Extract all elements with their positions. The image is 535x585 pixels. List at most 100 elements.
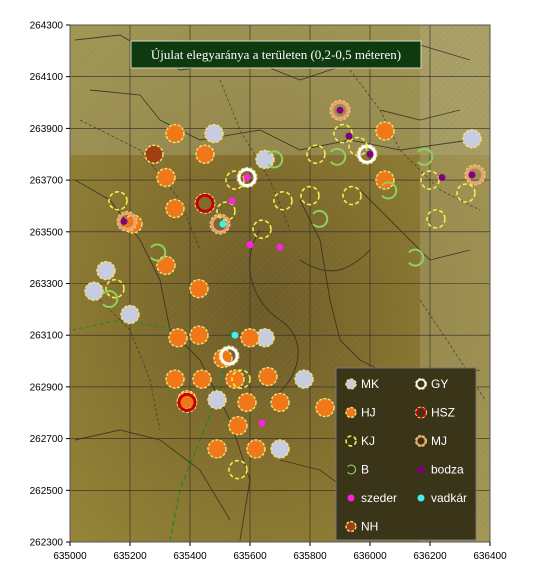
point-gy	[236, 167, 258, 188]
point-vadk-r	[231, 331, 239, 339]
point-bodza	[468, 171, 476, 179]
legend-marker-hsz-outline	[415, 406, 427, 419]
point-bodza	[438, 174, 446, 182]
point-kj	[105, 278, 125, 299]
point-bodza-shape	[468, 171, 476, 179]
point-kj-shape	[231, 369, 251, 389]
point-b-shape	[408, 248, 425, 267]
point-mk	[255, 149, 275, 170]
legend-label-hsz: HSZ	[431, 406, 455, 420]
point-hj-shape	[168, 328, 188, 348]
point-vadk-r-shape	[219, 220, 227, 228]
point-gy-outline	[218, 345, 240, 367]
point-hj-shape	[165, 369, 185, 389]
legend-marker-vadk-r-shape	[417, 494, 425, 502]
point-hj-shape	[156, 167, 176, 188]
point-hsz-shape	[177, 392, 197, 412]
point-gy	[218, 345, 240, 367]
y-tick-label: 262900	[30, 382, 64, 393]
point-hj	[165, 123, 185, 144]
x-tick-label: 635200	[113, 551, 147, 562]
point-hj	[246, 439, 266, 459]
point-b-shape	[312, 209, 329, 228]
legend-marker-kj	[345, 435, 357, 447]
point-kj	[348, 136, 368, 157]
x-tick-label: 636400	[473, 551, 507, 562]
point-mk	[462, 129, 482, 149]
point-hj-shape	[258, 366, 278, 387]
point-kj	[426, 209, 446, 229]
point-kj-shape	[306, 144, 326, 165]
legend-label-nh: NH	[361, 520, 378, 534]
point-kj-shape	[252, 219, 272, 240]
point-mk	[207, 390, 227, 410]
point-mj-shape	[465, 165, 485, 185]
y-tick-label: 264100	[30, 72, 64, 83]
point-bodza-shape	[366, 150, 374, 158]
point-mk	[120, 304, 140, 325]
point-kj	[342, 185, 362, 206]
point-hj-shape	[270, 392, 290, 413]
point-mk	[270, 439, 290, 459]
point-mk-shape	[84, 281, 104, 301]
point-vadk-r	[219, 220, 227, 228]
point-b	[417, 147, 434, 166]
legend: MK GY HJ HSZ KJ MJ B bodza szeder vadkár NH	[335, 367, 477, 541]
point-hj	[270, 392, 290, 413]
point-mk-shape	[255, 149, 275, 170]
point-szeder-shape	[276, 243, 284, 251]
point-kj-shape	[333, 123, 353, 144]
point-kj	[108, 190, 128, 211]
point-bodza-shape	[345, 132, 353, 140]
point-kj	[225, 170, 245, 190]
point-bodza	[120, 217, 128, 225]
point-gy-shape	[237, 168, 257, 188]
point-kj	[231, 369, 251, 389]
point-hj	[228, 415, 248, 436]
point-mj	[209, 213, 231, 235]
point-kj-shape	[456, 183, 476, 203]
legend-marker-gy	[415, 378, 427, 390]
y-tick-label: 263500	[30, 227, 64, 238]
point-b-shape	[381, 181, 398, 200]
point-szeder	[228, 197, 236, 205]
point-hj	[237, 392, 257, 413]
legend-marker-bodza	[417, 466, 425, 473]
point-szeder-shape	[258, 419, 266, 427]
point-b	[381, 181, 398, 200]
point-mj-shape	[330, 100, 350, 120]
legend-label-mk: MK	[361, 377, 379, 391]
x-tick-label: 635600	[233, 551, 267, 562]
point-mk-shape	[270, 439, 290, 459]
point-hj	[195, 144, 215, 164]
y-tick-label: 262500	[30, 486, 64, 497]
point-gy-outline	[236, 167, 258, 188]
point-hj	[192, 369, 212, 389]
legend-label-bodza: bodza	[431, 463, 464, 477]
y-tick-label: 263100	[30, 331, 64, 342]
point-kj-shape	[216, 201, 236, 221]
point-bodza	[345, 132, 353, 140]
legend-marker-gy-shape	[415, 378, 427, 390]
point-b	[408, 248, 425, 267]
point-hsz	[176, 391, 198, 413]
point-hsz-outline	[194, 192, 216, 214]
point-mj-outline	[464, 164, 486, 186]
point-b-shape	[330, 147, 347, 166]
point-hj-shape	[315, 397, 335, 418]
point-hj-shape	[189, 325, 209, 345]
point-hj	[258, 366, 278, 387]
x-tick-label: 635800	[293, 551, 327, 562]
point-bodza-shape	[336, 106, 344, 114]
legend-label-vadk-r: vadkár	[431, 491, 467, 505]
point-kj	[252, 219, 272, 240]
point-hj	[315, 397, 335, 418]
point-mj	[329, 99, 351, 121]
point-hj-shape	[165, 123, 185, 144]
legend-label-kj: KJ	[361, 434, 375, 448]
point-hj	[189, 278, 209, 299]
point-hj	[168, 328, 188, 348]
point-hj	[375, 121, 395, 141]
point-kj-shape	[105, 278, 125, 299]
point-szeder	[243, 174, 251, 182]
